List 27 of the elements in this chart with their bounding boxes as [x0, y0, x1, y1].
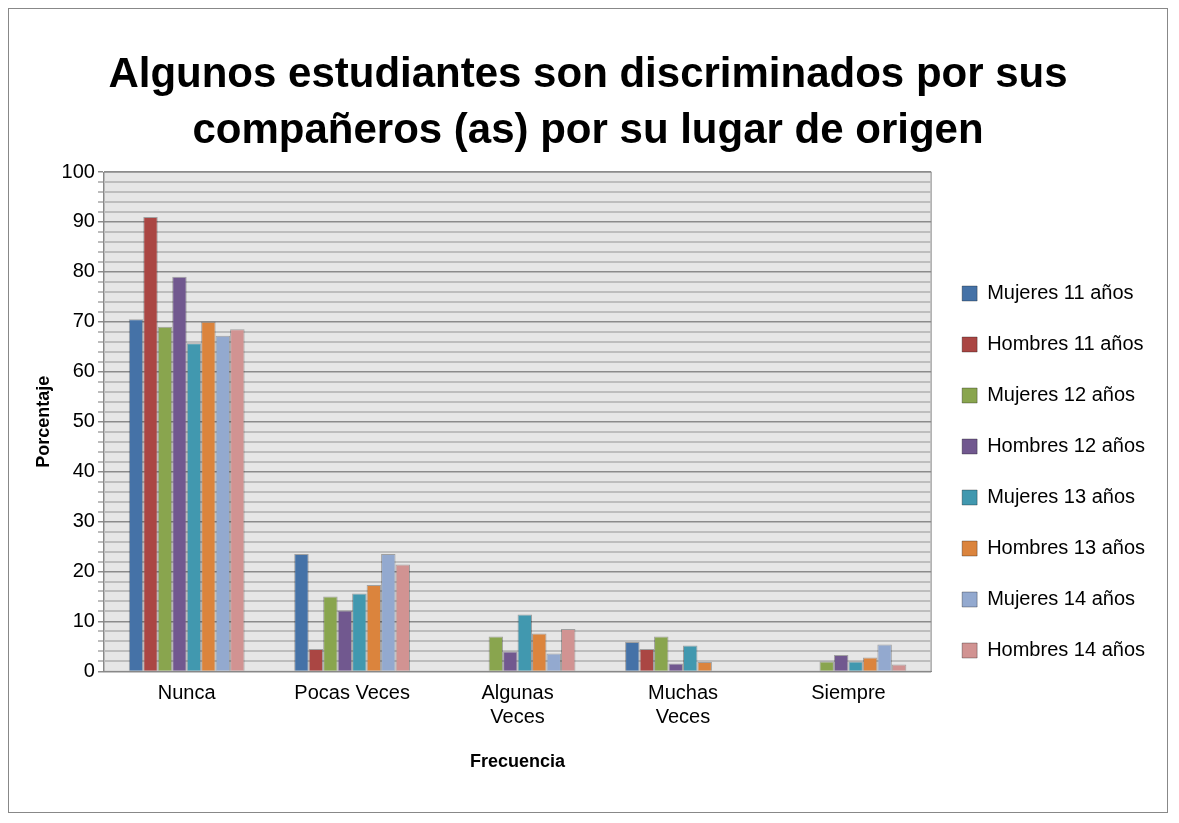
x-tick-label: Pocas Veces	[294, 680, 410, 703]
legend-label: Hombres 11 años	[987, 332, 1144, 355]
legend-label: Hombres 14 años	[987, 638, 1146, 661]
y-tick-label: 90	[72, 209, 95, 232]
legend-label: Hombres 13 años	[987, 536, 1146, 559]
chart-title: Algunos estudiantes son discriminados por sus compañeros (as) por su lugar de origen	[107, 48, 1069, 154]
legend-label: Mujeres 14 años	[987, 587, 1136, 610]
legend-label: Hombres 12 años	[987, 434, 1146, 457]
y-tick-label: 80	[72, 259, 95, 282]
legend-label: Mujeres 11 años	[987, 281, 1134, 304]
x-tick-label: Nunca	[157, 680, 217, 703]
y-tick-label: 100	[61, 159, 95, 182]
x-axis-title: Frecuencia	[470, 751, 567, 772]
y-tick-label: 10	[72, 608, 95, 631]
x-tick-label: Algunas Veces	[481, 680, 554, 727]
legend-label: Mujeres 12 años	[987, 383, 1136, 406]
y-axis-title: Porcentaje	[32, 375, 53, 468]
y-tick-label: 60	[72, 359, 95, 382]
y-tick-label: 20	[72, 559, 95, 582]
x-tick-label: Siempre	[811, 680, 886, 703]
y-tick-label: 40	[72, 459, 95, 482]
y-tick-label: 0	[83, 658, 95, 681]
x-tick-label: Muchas Veces	[647, 680, 718, 727]
y-tick-label: 70	[72, 309, 95, 332]
y-tick-label: 30	[72, 509, 95, 532]
y-tick-label: 50	[72, 409, 95, 432]
legend-label: Mujeres 13 años	[987, 485, 1136, 508]
